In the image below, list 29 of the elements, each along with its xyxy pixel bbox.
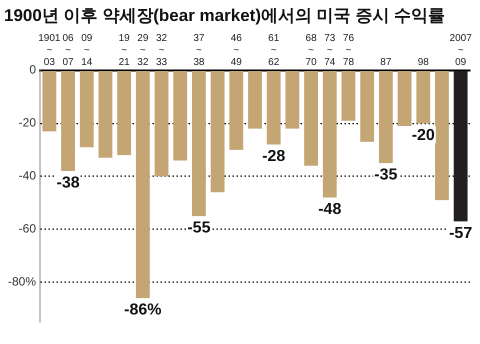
y-tick-label: 0 xyxy=(29,62,36,77)
y-tick-label: -60 xyxy=(18,222,36,236)
chart-title: 1900년 이후 약세장(bear market)에서의 미국 증시 수익률 xyxy=(4,6,446,25)
y-tick-label: -40 xyxy=(18,168,36,183)
x-tick-label: 87 xyxy=(380,57,392,68)
x-tick-label: 46~49 xyxy=(230,33,242,68)
x-tick-label: 68~70 xyxy=(306,33,318,68)
x-tick-label: 73~74 xyxy=(324,33,336,68)
data-label: -20 xyxy=(412,126,435,144)
y-tick-label: -20 xyxy=(18,116,36,130)
x-tick-label: 32~33 xyxy=(156,33,168,68)
x-tick-label: 2007~09 xyxy=(450,33,472,68)
y-tick-label: -80% xyxy=(8,274,36,289)
data-label: -55 xyxy=(187,219,211,236)
x-tick-label: 1901~03 xyxy=(38,33,61,68)
x-tick-label: 06~07 xyxy=(62,33,74,68)
data-label: -35 xyxy=(374,166,398,184)
x-tick-label: 19~21 xyxy=(118,33,130,68)
x-tick-label: 76~78 xyxy=(342,33,354,68)
data-label: -48 xyxy=(318,200,342,218)
data-label: -28 xyxy=(262,148,286,165)
x-tick-label: 37~38 xyxy=(193,33,205,68)
x-tick-label: 09~14 xyxy=(81,33,93,68)
data-label: -38 xyxy=(56,174,80,192)
data-label: -57 xyxy=(449,224,472,242)
x-tick-label: 29~32 xyxy=(137,33,149,68)
x-tick-label: 61~62 xyxy=(268,33,280,68)
x-tick-label: 98 xyxy=(418,57,430,68)
data-label: -86% xyxy=(124,302,162,319)
